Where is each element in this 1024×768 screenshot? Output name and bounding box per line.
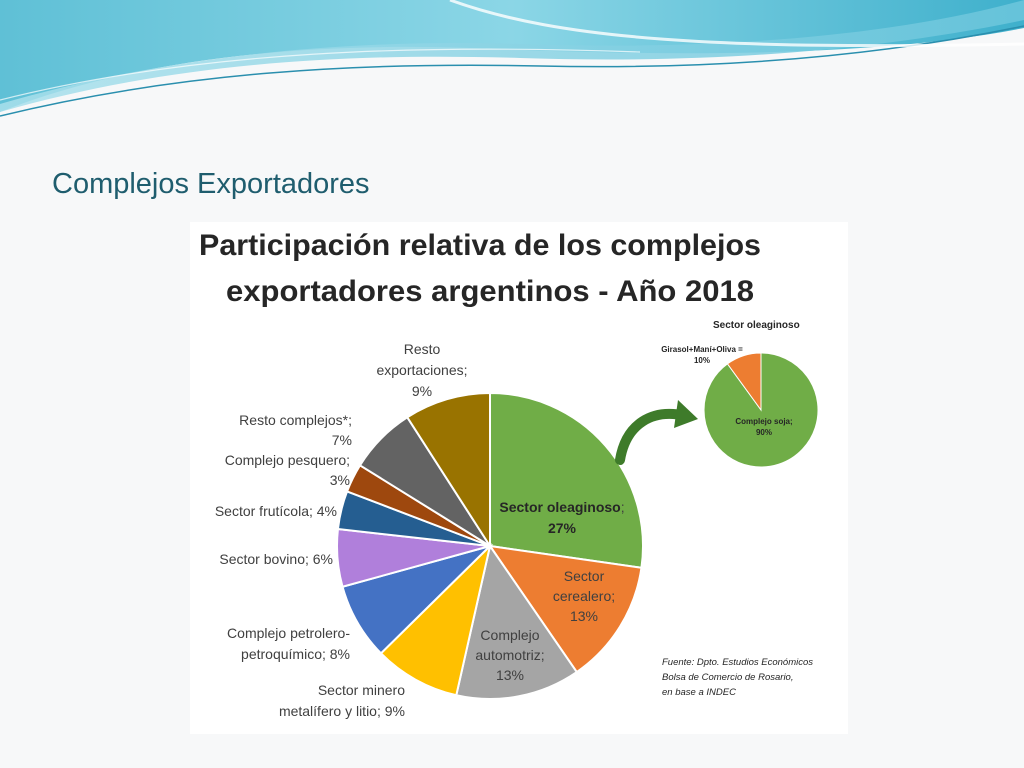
main-pie-label-line: petroquímico; 8% — [241, 646, 350, 662]
inset-pie — [703, 352, 819, 468]
main-pie-slice-sector-oleaginoso — [489, 391, 644, 569]
inset-pie-label-line: 90% — [756, 428, 772, 437]
inset-chart-title: Sector oleaginoso — [713, 320, 800, 331]
main-pie-label-complejo-automotriz: Complejo automotriz; 13% — [475, 627, 544, 683]
label-suffix: ; — [621, 499, 625, 515]
chart-title-line-2: exportadores argentinos - Año 2018 — [226, 275, 754, 308]
inset-pie-label-line: Complejo soja; — [735, 417, 792, 426]
main-pie-label-line: Sector — [564, 568, 605, 584]
main-pie-label-line: 27% — [548, 520, 577, 536]
inset-pie-slice-girasol-mani-oliva — [726, 352, 762, 412]
main-pie-label-line: 9% — [412, 383, 432, 399]
main-pie-label-line: automotriz; — [475, 647, 544, 663]
arrow-to-inset-icon — [615, 400, 698, 465]
chart-title: Participación relativa de los complejos … — [199, 229, 761, 308]
source-note-line: Fuente: Dpto. Estudios Económicos — [662, 657, 813, 668]
main-pie-label-sector-oleaginoso: Sector oleaginoso; 27% — [499, 499, 624, 536]
main-pie-label-line: 7% — [332, 432, 352, 448]
source-note-line: Bolsa de Comercio de Rosario, — [662, 672, 793, 683]
main-pie-label-line: 13% — [570, 608, 598, 624]
main-pie-labels: Sector oleaginoso; 27% Sector cerealero; 13%… — [215, 341, 625, 719]
inset-pie-label-complejo-soja: Complejo soja; 90% — [735, 417, 792, 437]
inset-pie-label-line: 10% — [694, 356, 710, 365]
main-pie-label-complejo-petrolero-petroquimico: Complejo petrolero-petroquímico; 8% — [227, 625, 350, 662]
main-pie-label-line: Resto — [404, 341, 441, 357]
main-pie-label-resto-exportaciones: Resto exportaciones; 9% — [376, 341, 467, 399]
source-note: Fuente: Dpto. Estudios Económicos Bolsa d… — [662, 657, 813, 698]
main-pie-label-sector-cerealero: Sector cerealero; 13% — [553, 568, 615, 624]
main-pie-label-line: metalífero y litio; 9% — [279, 703, 405, 719]
main-pie-label-sector-bovino: Sector bovino; 6% — [219, 551, 333, 567]
chart-title-line-1: Participación relativa de los complejos — [199, 229, 761, 262]
main-pie-label-line: 13% — [496, 667, 524, 683]
main-pie-label-line: Complejo petrolero- — [227, 625, 350, 641]
main-pie-label-line: Sector frutícola; 4% — [215, 503, 337, 519]
main-pie-label-line: 3% — [330, 472, 350, 488]
main-pie-label-line: cerealero; — [553, 588, 615, 604]
main-pie-label-line: Sector bovino; 6% — [219, 551, 333, 567]
main-pie-slice-sector-cerealero — [487, 544, 643, 674]
main-pie — [336, 391, 644, 700]
source-note-line: en base a INDEC — [662, 687, 736, 698]
main-pie-label-resto-complejos: Resto complejos*; 7% — [239, 412, 352, 448]
label-emphasis: Sector oleaginoso — [499, 499, 620, 515]
main-pie-slice-complejo-automotriz — [455, 543, 579, 700]
main-pie-label-line: Complejo — [480, 627, 539, 643]
chart-figure: Participación relativa de los complejos … — [199, 229, 819, 719]
main-pie-slice-resto-exportaciones — [405, 391, 491, 550]
inset-chart-title-text: Sector oleaginoso — [713, 320, 800, 331]
chart-panel: Participación relativa de los complejos … — [190, 222, 848, 734]
main-pie-label-sector-minero-metalifero-y-litio: Sector minero metalífero y litio; 9% — [279, 682, 405, 719]
main-pie-label-line: Sector oleaginoso; — [499, 499, 624, 515]
inset-pie-label-line: Girasol+Maní+Oliva = — [661, 345, 743, 354]
main-pie-label-line: Complejo pesquero; — [225, 452, 350, 468]
label-emphasis: 27% — [548, 520, 577, 536]
main-pie-label-sector-fruticola: Sector frutícola; 4% — [215, 503, 337, 519]
main-pie-slice-sector-minero-metalifero-y-litio — [379, 542, 492, 697]
slide-title: Complejos Exportadores — [52, 168, 370, 200]
main-pie-label-complejo-pesquero: Complejo pesquero; 3% — [225, 452, 350, 488]
main-pie-label-line: Sector minero — [318, 682, 405, 698]
inset-pie-labels: Complejo soja; 90% Girasol+Maní+Oliva = 10% — [661, 345, 792, 437]
slide-header-decoration — [0, 0, 1024, 117]
inset-pie-label-girasol-mani-oliva: Girasol+Maní+Oliva = 10% — [661, 345, 743, 365]
main-pie-label-line: exportaciones; — [376, 362, 467, 378]
main-pie-label-line: Resto complejos*; — [239, 412, 352, 428]
